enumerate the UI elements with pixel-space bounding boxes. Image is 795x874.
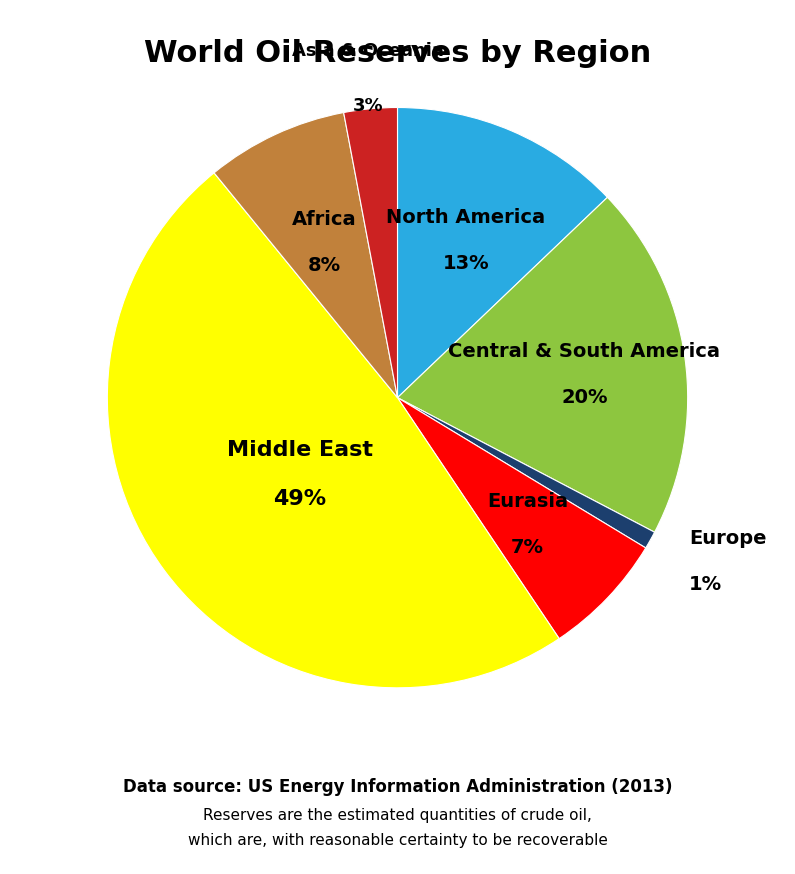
Text: Europe: Europe [689,529,766,548]
Text: 7%: 7% [511,538,544,558]
Text: 20%: 20% [561,388,607,407]
Wedge shape [398,398,654,548]
Wedge shape [398,398,646,639]
Text: which are, with reasonable certainty to be recoverable: which are, with reasonable certainty to … [188,833,607,849]
Wedge shape [107,173,559,688]
Wedge shape [398,108,607,398]
Text: Data source: US Energy Information Administration (2013): Data source: US Energy Information Admin… [122,778,673,795]
Text: 1%: 1% [689,575,722,594]
Wedge shape [343,108,398,398]
Text: Asia & Oceania: Asia & Oceania [292,42,444,59]
Text: Central & South America: Central & South America [448,342,720,361]
Text: Africa: Africa [292,210,356,229]
Text: 13%: 13% [443,254,489,274]
Text: Middle East: Middle East [227,440,373,460]
Wedge shape [398,198,688,532]
Wedge shape [214,113,398,398]
Text: 49%: 49% [273,489,326,510]
Text: Reserves are the estimated quantities of crude oil,: Reserves are the estimated quantities of… [203,808,592,823]
Text: North America: North America [386,208,545,226]
Text: Eurasia: Eurasia [487,492,568,511]
Text: World Oil Reserves by Region: World Oil Reserves by Region [144,39,651,68]
Text: 8%: 8% [308,256,340,275]
Text: 3%: 3% [352,97,383,115]
